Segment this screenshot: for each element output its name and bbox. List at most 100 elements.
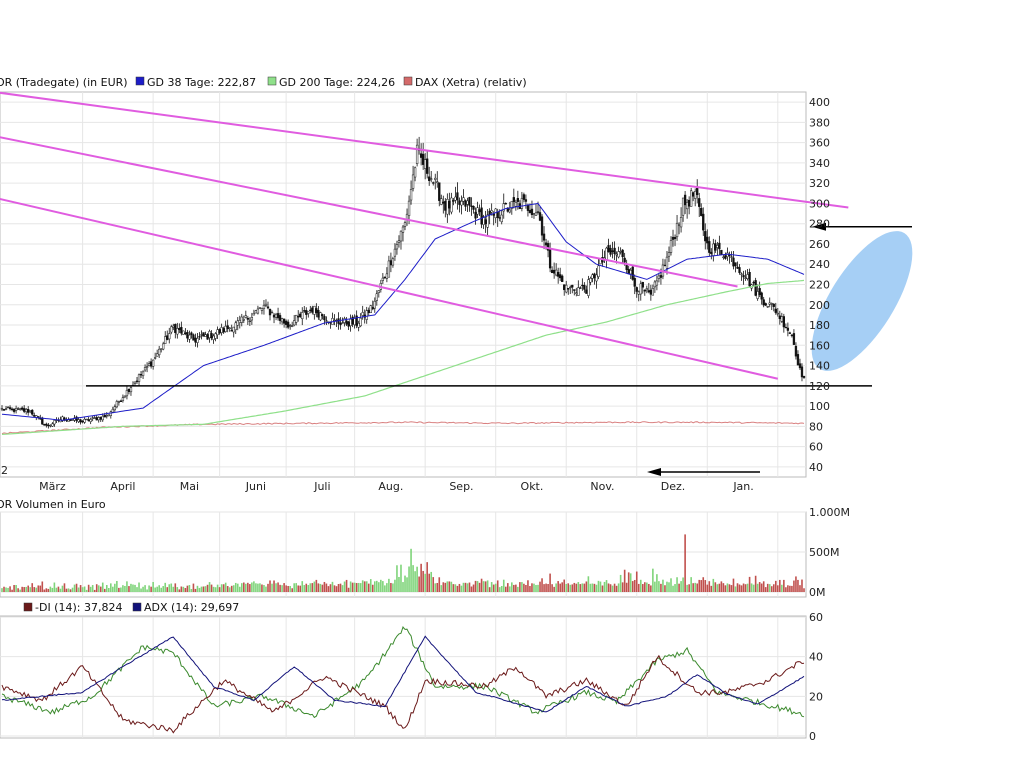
volume-bar — [101, 582, 104, 592]
volume-bar — [567, 583, 570, 592]
candle — [422, 142, 425, 170]
volume-bar — [565, 583, 568, 592]
candle — [438, 182, 441, 207]
volume-bar — [192, 583, 195, 592]
volume-bar — [313, 581, 316, 592]
volume-bar — [480, 578, 483, 592]
volume-bar — [726, 583, 729, 592]
candle — [339, 317, 342, 330]
volume-bar — [107, 588, 110, 592]
candle — [210, 330, 213, 341]
volume-bar — [355, 583, 358, 592]
x-tick-label: Juni — [245, 480, 266, 493]
candle — [158, 345, 161, 358]
volume-bar — [670, 578, 672, 592]
volume-bar — [720, 581, 723, 592]
volume-bar — [351, 582, 354, 592]
volume-bar — [474, 580, 477, 592]
volume-bar — [89, 586, 92, 592]
volume-bar — [204, 586, 207, 592]
candle — [359, 313, 362, 328]
volume-bar — [521, 582, 523, 592]
volume-bar — [35, 587, 38, 592]
volume-bar — [388, 578, 390, 592]
volume-bar — [148, 585, 150, 592]
candle — [613, 241, 616, 260]
candle — [115, 399, 119, 409]
volume-bar — [668, 582, 670, 592]
candle — [196, 332, 199, 348]
volume-bar — [212, 586, 215, 592]
volume-bar — [785, 587, 787, 592]
candle — [748, 268, 751, 287]
volume-bar — [442, 582, 445, 592]
volume-bar — [541, 578, 543, 592]
volume-bar — [255, 583, 257, 592]
candle — [256, 305, 260, 315]
candle — [542, 226, 546, 250]
minus-di-line — [1, 654, 805, 734]
candle — [683, 191, 687, 215]
volume-bar — [97, 585, 100, 592]
candle — [403, 220, 407, 231]
candle — [325, 316, 328, 325]
candle — [583, 282, 586, 293]
volume-bar — [396, 565, 398, 592]
candle — [796, 350, 800, 366]
candle — [540, 214, 544, 243]
volume-bar — [801, 579, 803, 592]
candle — [113, 404, 116, 412]
volume-bar — [178, 589, 181, 592]
candle — [244, 310, 247, 319]
volume-bar — [766, 583, 769, 592]
volume-bar — [55, 587, 58, 592]
volume-bar — [180, 586, 183, 592]
volume-bar — [456, 585, 459, 592]
volume-bar — [265, 586, 267, 592]
volume-bar — [5, 587, 7, 592]
candle — [460, 195, 463, 215]
volume-bar — [365, 581, 368, 592]
price-legend: OR (Tradegate) (in EUR) GD 38 Tage: 222,8… — [0, 76, 527, 89]
volume-bar — [146, 589, 148, 592]
candle — [587, 275, 590, 299]
volume-bar — [307, 585, 310, 592]
volume-bar — [438, 577, 441, 592]
candle — [397, 235, 401, 248]
volume-bar — [269, 580, 271, 592]
volume-bar — [523, 583, 525, 592]
volume-bar — [93, 589, 96, 592]
volume-bar — [545, 583, 547, 592]
volume-bar — [418, 576, 420, 592]
candle — [655, 275, 659, 291]
candle — [534, 203, 538, 216]
volume-bar — [410, 548, 412, 592]
volume-bar — [347, 587, 350, 592]
candle — [101, 413, 104, 422]
x-tick-label: Dez. — [661, 480, 686, 493]
target-ellipse — [811, 231, 913, 371]
legend-swatch — [267, 76, 277, 86]
volume-bar — [384, 585, 386, 592]
candle — [456, 182, 459, 210]
volume-bar — [529, 586, 531, 592]
volume-bar — [162, 586, 165, 592]
volume-bar — [486, 580, 489, 592]
indicator-y-tick-label: 40 — [809, 651, 823, 664]
candle — [293, 314, 296, 327]
volume-bar — [525, 584, 527, 592]
candle — [202, 332, 205, 337]
volume-bar — [126, 581, 128, 592]
volume-bar — [527, 580, 529, 592]
candle — [226, 319, 229, 333]
volume-bar — [690, 577, 692, 592]
volume-bar — [13, 584, 15, 592]
volume-bar — [712, 578, 715, 592]
legend-swatch — [132, 602, 142, 612]
volume-bar — [73, 584, 76, 592]
volume-bar — [694, 582, 696, 592]
candle — [490, 203, 493, 216]
x-tick-label: Jan. — [732, 480, 753, 493]
volume-bar — [744, 584, 747, 592]
candle — [377, 290, 380, 298]
